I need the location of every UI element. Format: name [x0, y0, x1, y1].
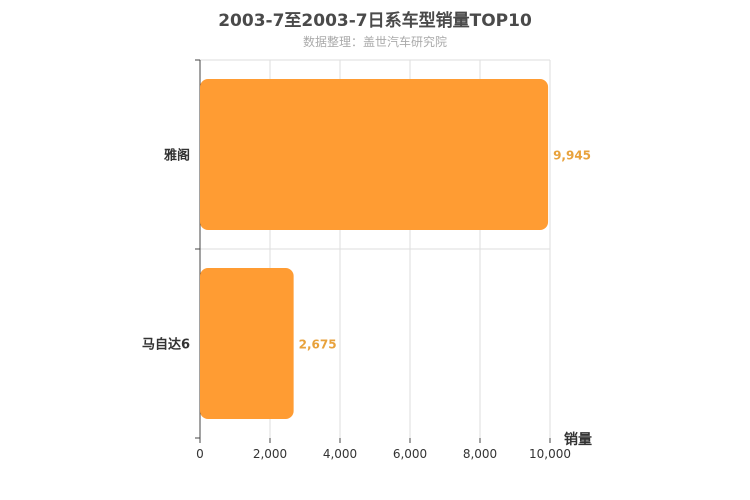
x-tick-label: 0	[196, 447, 204, 461]
bar	[200, 268, 294, 419]
x-tick-label: 6,000	[393, 447, 427, 461]
value-label: 2,675	[299, 338, 337, 352]
x-tick-label: 4,000	[323, 447, 357, 461]
category-label: 雅阁	[164, 148, 190, 164]
bar	[200, 79, 549, 230]
x-tick-label: 2,000	[253, 447, 287, 461]
value-label: 9,945	[553, 149, 591, 163]
x-tick-label: 10,000	[529, 447, 571, 461]
chart-title: 2003-7至2003-7日系车型销量TOP10	[218, 11, 532, 31]
x-tick-label: 8,000	[463, 447, 497, 461]
chart-subtitle: 数据整理：盖世汽车研究院	[302, 35, 447, 49]
x-axis-title: 销量	[564, 431, 592, 448]
category-label: 马自达6	[142, 337, 190, 353]
